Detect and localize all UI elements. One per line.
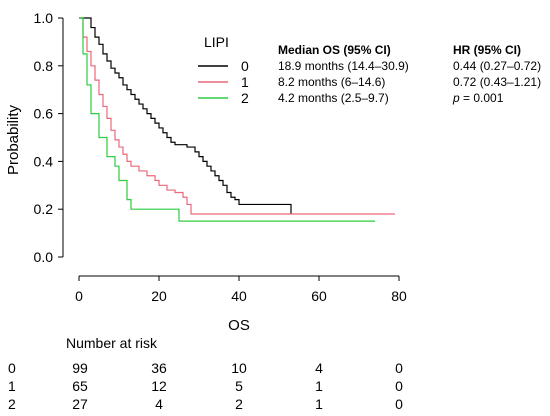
risk-group-1: 1 — [8, 378, 16, 394]
risk-count: 4 — [315, 360, 323, 376]
legend-median-0: 18.9 months (14.4–30.9) — [278, 59, 409, 73]
x-tick-label: 60 — [311, 288, 327, 304]
median-os-header: Median OS (95% CI) — [278, 43, 391, 57]
survival-curve-lipi-1 — [79, 17, 395, 215]
risk-count: 5 — [235, 378, 243, 394]
legend-rows: 0 18.9 months (14.4–30.9) 0.44 (0.27–0.72)… — [198, 58, 541, 106]
risk-count: 4 — [155, 396, 163, 412]
p-value: = 0.001 — [460, 91, 504, 105]
legend-p-value: p = 0.001 — [452, 91, 504, 105]
risk-count: 99 — [72, 360, 88, 376]
legend-title: LIPI — [204, 34, 229, 50]
y-axis-label: Probability — [5, 104, 22, 175]
risk-table: Number at risk 0 99 36 10 4 01 65 12 5 1 02 27 4 2 1 0 — [8, 335, 403, 412]
risk-count: 0 — [395, 396, 403, 412]
y-tick-label: 0.8 — [34, 58, 54, 74]
risk-table-title: Number at risk — [66, 335, 158, 351]
y-tick-label: 0.6 — [34, 106, 54, 122]
legend-hr-1: 0.72 (0.43–1.21) — [453, 75, 541, 89]
x-tick-label: 40 — [231, 288, 247, 304]
legend-label-1: 1 — [241, 74, 249, 90]
risk-count: 2 — [235, 396, 243, 412]
legend-label-0: 0 — [241, 58, 249, 74]
risk-count: 10 — [231, 360, 247, 376]
risk-count: 36 — [151, 360, 167, 376]
legend-median-1: 8.2 months (6–14.6) — [278, 75, 385, 89]
survival-curves — [79, 17, 395, 222]
y-tick-label: 0.2 — [34, 201, 54, 217]
y-tick-label: 0.0 — [34, 249, 54, 265]
risk-count: 12 — [151, 378, 167, 394]
legend-median-2: 4.2 months (2.5–9.7) — [278, 91, 389, 105]
risk-count: 1 — [315, 378, 323, 394]
x-tick-label: 80 — [391, 288, 407, 304]
legend-label-2: 2 — [241, 90, 249, 106]
risk-group-0: 0 — [8, 360, 16, 376]
x-axis-label: OS — [228, 317, 250, 334]
hr-header: HR (95% CI) — [453, 43, 521, 57]
risk-count: 0 — [395, 378, 403, 394]
risk-count: 27 — [72, 396, 88, 412]
x-tick-label: 0 — [75, 288, 83, 304]
x-ticks: 0 20 40 60 80 — [75, 276, 407, 304]
x-tick-label: 20 — [151, 288, 167, 304]
legend-hr-0: 0.44 (0.27–0.72) — [453, 59, 541, 73]
survival-curve-lipi-2 — [79, 17, 375, 222]
risk-count: 65 — [72, 378, 88, 394]
survival-curve-lipi-0 — [79, 17, 292, 214]
y-tick-label: 0.4 — [34, 153, 54, 169]
risk-rows: 0 99 36 10 4 01 65 12 5 1 02 27 4 2 1 0 — [8, 360, 403, 412]
p-symbol: p — [452, 91, 460, 105]
risk-count: 1 — [315, 396, 323, 412]
risk-group-2: 2 — [8, 396, 16, 412]
y-ticks: 0.0 0.2 0.4 0.6 0.8 1.0 — [34, 10, 63, 265]
risk-count: 0 — [395, 360, 403, 376]
y-tick-label: 1.0 — [34, 10, 54, 26]
legend: LIPI Median OS (95% CI) HR (95% CI) 0 18.… — [198, 34, 541, 106]
